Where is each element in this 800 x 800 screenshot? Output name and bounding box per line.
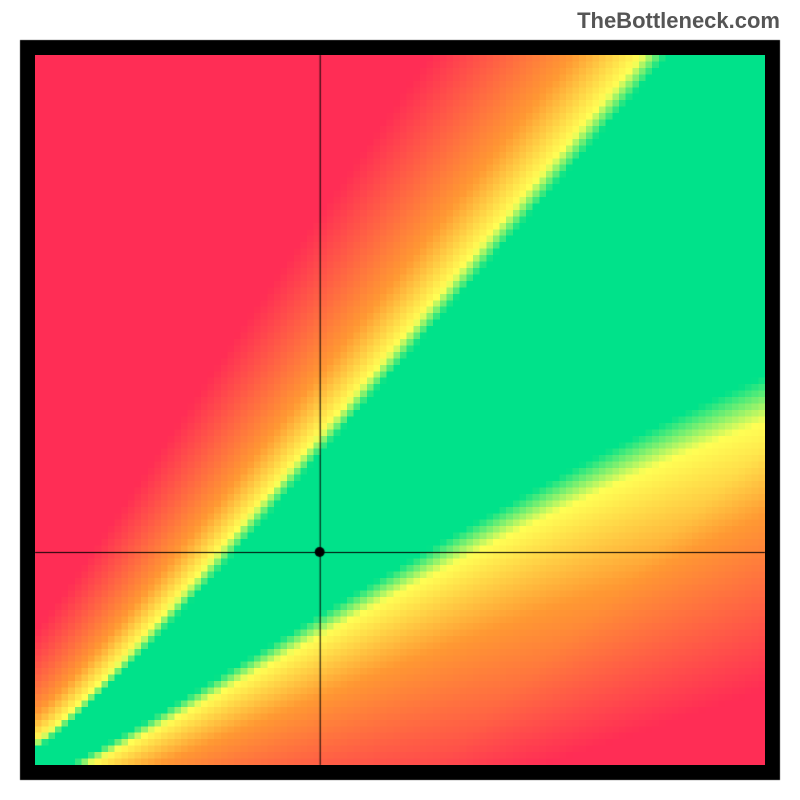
attribution-text: TheBottleneck.com bbox=[577, 8, 780, 34]
crosshair-canvas bbox=[0, 0, 800, 800]
